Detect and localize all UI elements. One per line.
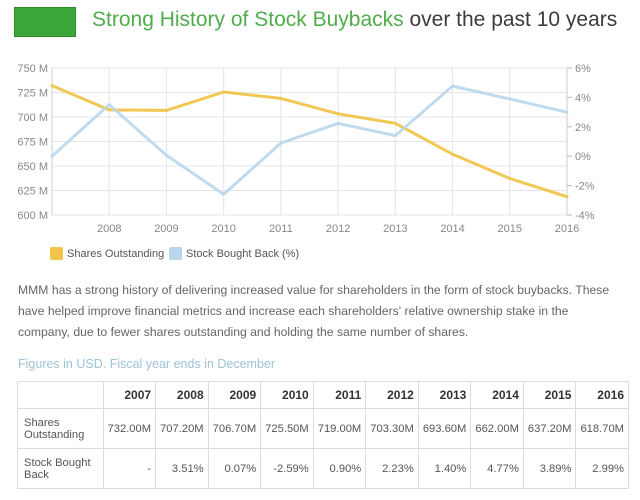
- data-point: [222, 90, 225, 94]
- x-tick-label: 2009: [154, 223, 178, 235]
- y-right-tick-label: -2%: [575, 181, 595, 193]
- x-tick-label: 2014: [440, 223, 464, 235]
- data-point: [508, 97, 511, 101]
- legend-label-buyback: Stock Bought Back (%): [186, 248, 300, 260]
- table-row: Stock Bought Back - 3.51% 0.07% -2.59% 0…: [17, 448, 629, 489]
- table-cell: 0.90%: [312, 448, 367, 489]
- page-title: Strong History of Stock Buybacks over th…: [92, 6, 617, 34]
- y-left-tick-label: 625 M: [17, 186, 48, 198]
- table-cell: 725.50M: [260, 408, 314, 449]
- y-left-tick-label: 725 M: [17, 88, 48, 100]
- y-right-tick-label: 2%: [575, 122, 591, 134]
- legend-stock-bought-back[interactable]: Stock Bought Back (%): [169, 246, 299, 262]
- year-header: 2011: [312, 381, 367, 409]
- x-tick-label: 2008: [97, 223, 121, 235]
- table-corner-cell: [17, 381, 104, 409]
- table-cell: 703.30M: [365, 408, 419, 449]
- legend-shares-outstanding[interactable]: Shares Outstanding: [50, 246, 164, 262]
- y-left-tick-label: 675 M: [17, 137, 48, 149]
- legend-swatch-buyback: [169, 247, 182, 260]
- y-right-tick-label: 6%: [575, 63, 591, 75]
- table-cell: -2.59%: [260, 448, 314, 489]
- data-point: [451, 84, 454, 88]
- data-point: [394, 134, 397, 137]
- title-highlight: Strong History of Stock Buybacks: [92, 8, 404, 31]
- table-row: Shares Outstanding 732.00M 707.20M 706.7…: [17, 408, 629, 449]
- table-cell: 707.20M: [155, 408, 209, 449]
- table-cell: 1.40%: [417, 448, 472, 489]
- data-point: [279, 97, 283, 100]
- table-cell: 732.00M: [102, 408, 157, 449]
- y-left-tick-label: 600 M: [17, 210, 48, 222]
- figures-note: Figures in USD. Fiscal year ends in Dece…: [18, 357, 276, 371]
- data-point: [108, 103, 111, 106]
- figures-table: 2007 2008 2009 2010 2011 2012 2013 2014 …: [17, 381, 629, 489]
- buyback-chart: 600 M 625 M 650 M 675 M 700 M 725 M 750 M -4% -2…: [17, 63, 595, 235]
- table-header-row: 2007 2008 2009 2010 2011 2012 2013 2014 …: [17, 381, 629, 409]
- x-tick-label: 2016: [555, 223, 579, 235]
- table-cell: 2.99%: [575, 448, 629, 489]
- y-right-tick-label: 4%: [575, 92, 591, 104]
- table-cell: 3.51%: [155, 448, 209, 489]
- data-point: [165, 109, 168, 112]
- y-left-tick-label: 700 M: [17, 112, 48, 124]
- description-text: MMM has a strong history of delivering i…: [18, 283, 610, 339]
- data-point: [108, 108, 111, 112]
- data-point: [336, 112, 340, 115]
- table-cell: 719.00M: [312, 408, 367, 449]
- series-line-shares-outstanding: [50, 84, 569, 199]
- table-cell: 2.23%: [365, 448, 419, 489]
- row-label: Stock Bought Back: [17, 448, 104, 489]
- year-header: 2015: [522, 381, 577, 409]
- table-cell: 0.07%: [207, 448, 262, 489]
- table-cell: 618.70M: [575, 408, 629, 449]
- data-point: [50, 84, 54, 87]
- legend-swatch-shares: [50, 247, 63, 260]
- year-header: 2013: [417, 381, 472, 409]
- data-point: [451, 153, 454, 156]
- data-point: [165, 153, 168, 157]
- data-point: [222, 193, 225, 196]
- x-tick-label: 2012: [326, 223, 350, 235]
- year-header: 2010: [260, 381, 314, 409]
- x-tick-label: 2013: [383, 223, 407, 235]
- table-cell: -: [102, 448, 157, 489]
- data-point: [50, 155, 54, 158]
- table-cell: 693.60M: [417, 408, 472, 449]
- table-cell: 662.00M: [470, 408, 524, 449]
- table-cell: 637.20M: [522, 408, 577, 449]
- brand-logo-swatch: [14, 7, 76, 37]
- data-point: [565, 195, 569, 198]
- y-right-tick-label: -4%: [575, 210, 595, 222]
- y-left-tick-label: 650 M: [17, 161, 48, 173]
- x-tick-label: 2010: [211, 223, 235, 235]
- y-left-tick-label: 750 M: [17, 63, 48, 75]
- row-label: Shares Outstanding: [17, 408, 104, 449]
- data-point: [279, 141, 283, 145]
- table-cell: 3.89%: [522, 448, 577, 489]
- y-right-tick-label: 0%: [575, 151, 591, 163]
- legend-label-shares: Shares Outstanding: [67, 248, 165, 260]
- data-point: [508, 177, 511, 180]
- table-cell: 4.77%: [470, 448, 524, 489]
- year-header: 2007: [102, 381, 157, 409]
- x-tick-label: 2011: [269, 223, 293, 235]
- data-point: [394, 122, 397, 125]
- series-line-stock-bought-back: [50, 84, 569, 196]
- year-header: 2016: [575, 381, 629, 409]
- year-header: 2012: [365, 381, 419, 409]
- data-point: [565, 111, 569, 114]
- year-header: 2008: [155, 381, 209, 409]
- title-rest: over the past 10 years: [403, 8, 618, 31]
- data-point: [336, 122, 340, 125]
- year-header: 2009: [207, 381, 262, 409]
- table-cell: 706.70M: [207, 408, 262, 449]
- year-header: 2014: [470, 381, 524, 409]
- x-tick-label: 2015: [498, 223, 522, 235]
